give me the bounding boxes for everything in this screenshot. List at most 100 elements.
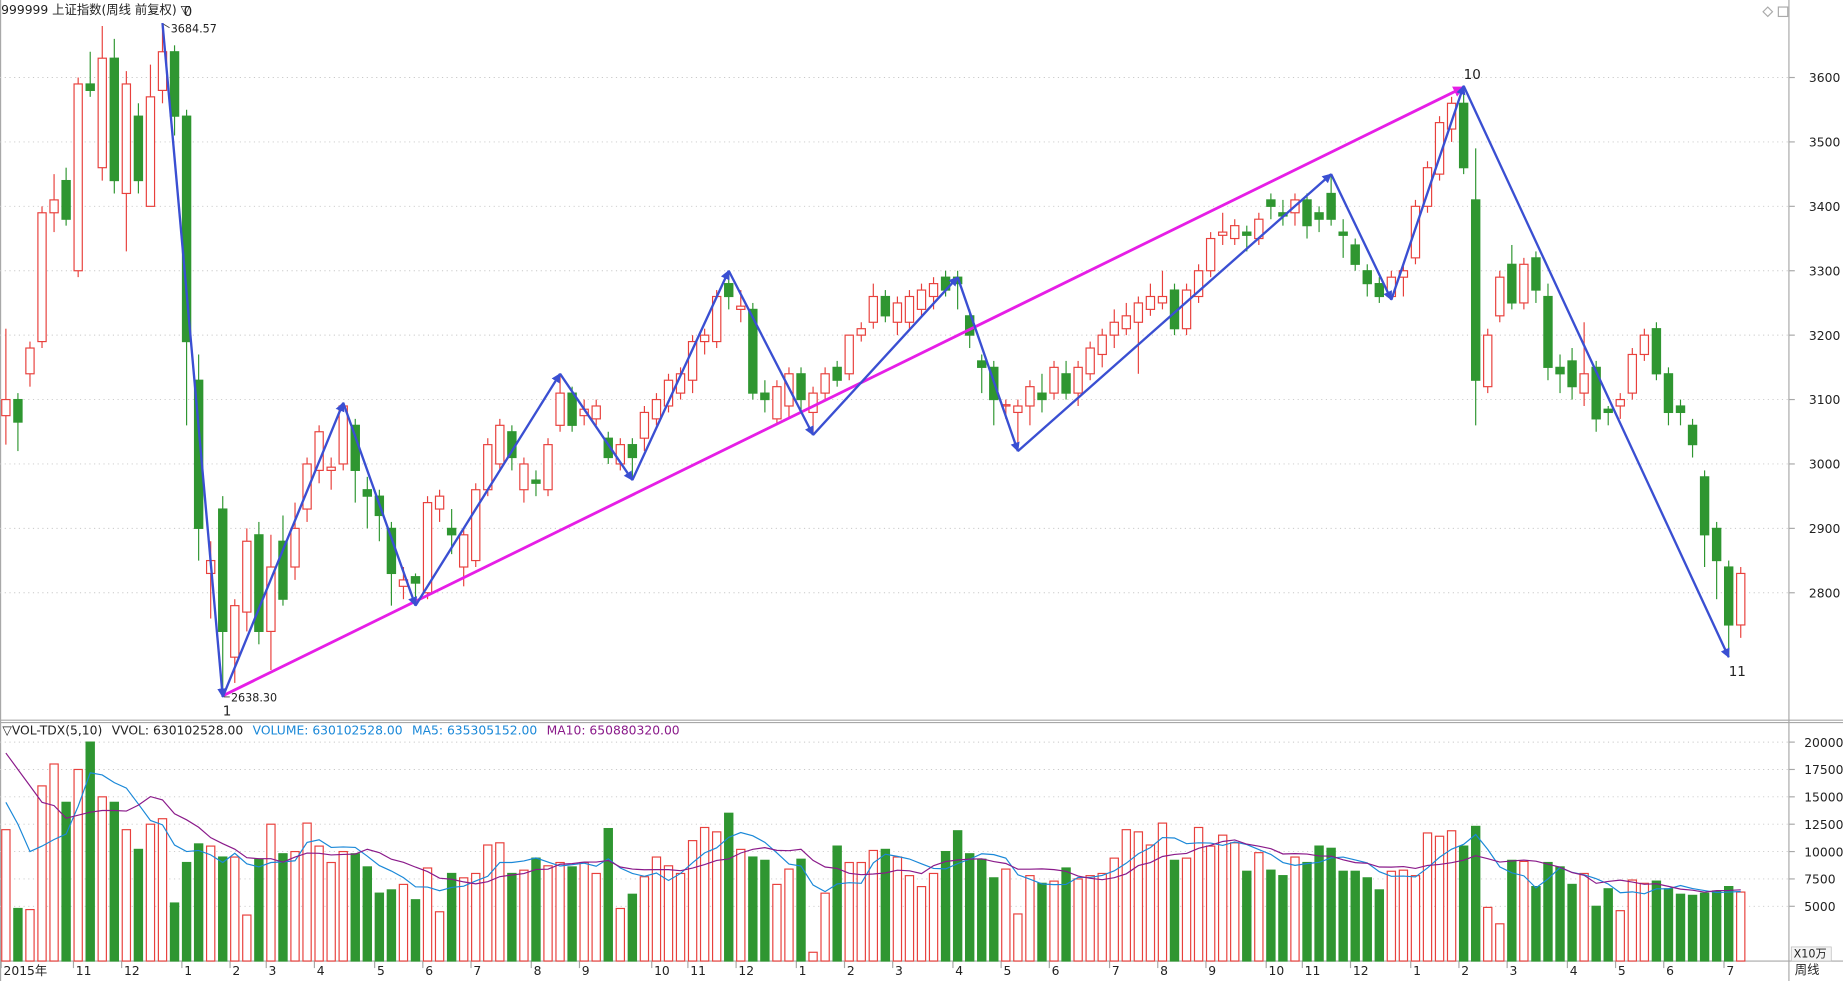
candle-body — [1193, 270, 1204, 298]
volume-bar — [314, 845, 324, 962]
volume-bar — [1687, 894, 1698, 962]
y-tick-label: 5000 — [1804, 900, 1836, 914]
candle-body — [555, 392, 565, 426]
volume-bar — [627, 893, 638, 962]
volume-bar — [760, 859, 770, 962]
volume-bar — [1013, 913, 1023, 962]
candle-body — [1543, 295, 1553, 368]
volume-bar — [1326, 847, 1336, 962]
volume-bar — [1422, 832, 1433, 962]
volume-bar — [1675, 893, 1686, 962]
volume-bar — [591, 872, 601, 962]
volume-bar — [543, 865, 553, 962]
volume-bar — [1483, 906, 1493, 962]
candle-body — [639, 411, 650, 439]
volume-bar — [1, 829, 11, 962]
candle-body — [1603, 408, 1613, 414]
volume-bar — [1723, 886, 1734, 962]
volume-bar — [495, 842, 505, 962]
candle-body — [1567, 360, 1577, 388]
candle-body — [471, 489, 481, 562]
volume-bar — [326, 861, 336, 962]
volume-bar — [121, 829, 132, 962]
volume-bar — [338, 850, 348, 962]
candle-body — [916, 289, 927, 310]
volume-bar — [796, 858, 806, 962]
volume-bar — [350, 853, 360, 962]
candle-body — [85, 83, 95, 91]
volume-bar — [1242, 870, 1252, 962]
y-tick-label: 10000 — [1804, 845, 1843, 859]
candle-body — [434, 495, 445, 510]
candle-body — [868, 295, 879, 323]
window-icon[interactable] — [1777, 6, 1789, 18]
zigzag-segment — [221, 401, 345, 698]
tool-icon[interactable] — [1762, 6, 1774, 18]
zigzag-label: 0 — [184, 4, 193, 20]
volume-bar — [1302, 861, 1312, 962]
candle-body — [808, 392, 818, 414]
x-tick-label: 6 — [425, 964, 433, 978]
candle-body — [1350, 244, 1360, 265]
volume-readout: MA5: 635305152.00 — [412, 723, 537, 737]
candle-body — [37, 212, 47, 343]
candle-body — [820, 373, 830, 394]
volume-bar — [675, 872, 686, 962]
x-tick-label: 12 — [738, 964, 754, 978]
candle-body — [290, 527, 300, 568]
candle-body — [1579, 373, 1589, 394]
volume-bar — [1133, 831, 1144, 962]
candle-body — [422, 502, 433, 594]
volume-bar — [531, 857, 541, 962]
candle-body — [230, 605, 240, 658]
volume-bar — [73, 768, 83, 962]
candle-body — [1591, 366, 1601, 420]
volume-bar — [916, 886, 927, 962]
volume-bar — [699, 826, 710, 962]
candle-body — [458, 534, 469, 568]
candle-body — [1061, 373, 1071, 394]
y-tick-label: 15000 — [1804, 791, 1843, 805]
value-annotation: 3684.57 — [171, 22, 217, 35]
candle-body — [796, 373, 806, 401]
volume-bar — [615, 907, 626, 962]
volume-bar — [784, 868, 794, 962]
candle-body — [1651, 328, 1662, 375]
volume-bar — [1651, 880, 1662, 962]
candle-body — [904, 295, 915, 323]
volume-bar — [1531, 886, 1541, 962]
candle-body — [1338, 231, 1348, 236]
volume-bar — [1639, 882, 1650, 962]
volume-bar — [1362, 877, 1372, 962]
candle-body — [772, 386, 782, 420]
volume-bar — [410, 899, 421, 962]
candle-body — [832, 366, 842, 381]
volume-bar — [940, 850, 951, 962]
candle-body — [724, 283, 734, 298]
x-tick-label: 6 — [1052, 964, 1060, 978]
candle-body — [1025, 386, 1035, 407]
zigzag-label: 10 — [1464, 67, 1481, 83]
volume-bar — [398, 883, 409, 962]
volume-bar — [1169, 859, 1180, 962]
volume-bar — [856, 861, 866, 962]
volume-bar — [434, 911, 445, 962]
candle-body — [1519, 263, 1529, 304]
candle-body — [591, 405, 601, 420]
volume-bar — [205, 845, 216, 962]
zigzag-segment — [631, 269, 730, 481]
volume-bar — [952, 830, 963, 962]
volume-bar — [109, 801, 120, 962]
volume-bar — [386, 889, 397, 962]
period-label: 周线 — [1795, 963, 1820, 977]
candle-body — [410, 576, 421, 584]
volume-bar — [639, 876, 650, 962]
zigzag-segment — [414, 372, 562, 607]
candle-body — [1495, 276, 1505, 317]
volume-readout: VOLUME: 630102528.00 — [253, 723, 403, 737]
x-tick-label: 3 — [269, 964, 277, 978]
x-tick-label: 2015年 — [4, 964, 48, 978]
volume-bar — [1097, 872, 1107, 962]
x-tick-label: 4 — [955, 964, 963, 978]
